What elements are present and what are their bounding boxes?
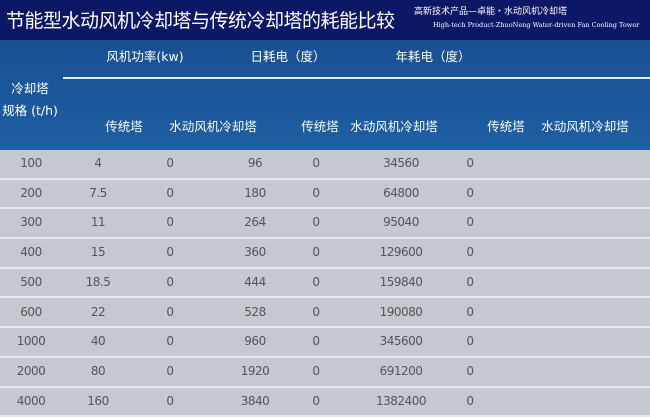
table-cell: 0 [466,304,474,319]
table-cell: 4 [94,156,102,170]
subheader: 水动风机冷却塔 [541,119,629,134]
table-cell: 600 [20,304,42,319]
table-cell: 0 [312,215,320,230]
table-cell: 500 [20,274,42,289]
table-cell: 0 [166,245,174,260]
table-cell: 0 [166,393,174,408]
table-cell: 95040 [383,215,419,230]
group-header-annual-power: 年耗电（度） [395,49,471,64]
table-cell: 129600 [379,245,423,260]
title-bar: 节能型水动风机冷却塔与传统冷却塔的耗能比较 高新技术产品—卓能・水动风机冷却塔 … [0,0,650,40]
table-cell: 345600 [379,334,423,349]
table-cell: 1382400 [376,393,426,408]
table-cell: 96 [247,156,263,170]
table-cell: 528 [244,304,266,319]
group-header-daily-power: 日耗电（度） [250,49,326,64]
table-cell: 190080 [379,304,423,319]
table-cell: 0 [466,363,474,378]
table-cell: 3840 [240,393,270,408]
table-cell: 64800 [383,185,419,200]
table-cell: 0 [466,334,474,349]
table-cell: 159840 [379,274,423,289]
table-row: 1000 40 0 960 0 345600 0 [0,328,650,358]
table-cell: 0 [166,363,174,378]
table-cell: 0 [312,393,320,408]
table-cell: 0 [312,363,320,378]
table-header: 冷却塔 规格 (t/h) 风机功率(kw) 日耗电（度） 年耗电（度） 传统塔 … [0,40,650,150]
table-cell: 0 [166,156,174,170]
table-row: 300 11 0 264 0 95040 0 [0,209,650,240]
table-cell: 11 [90,215,106,230]
table-cell: 0 [312,156,320,170]
table-cell: 300 [20,215,42,230]
table-cell: 0 [466,156,474,170]
table-cell: 100 [20,156,42,170]
table-cell: 200 [20,185,42,200]
table-cell: 960 [244,334,266,349]
table-cell: 1000 [16,334,46,349]
table-cell: 0 [466,185,474,200]
table-cell: 0 [312,274,320,289]
table-cell: 0 [166,274,174,289]
subheader: 传统塔 [105,119,143,134]
table-row: 600 22 0 528 0 190080 0 [0,299,650,329]
table-cell: 18.5 [85,274,111,289]
table-row: 100 4 0 96 0 34560 0 [0,150,650,180]
table-cell: 4000 [16,393,46,408]
table-cell: 0 [166,215,174,230]
table-cell: 264 [244,215,266,230]
table-row: 500 18.5 0 444 0 159840 0 [0,269,650,299]
table-row: 2000 80 0 1920 0 691200 0 [0,358,650,388]
subtitle-en: High-tech Product-ZhuoNeng Water-driven … [433,21,640,29]
table-cell: 691200 [379,363,423,378]
table-cell: 160 [87,393,109,408]
subtitle-cn: 高新技术产品—卓能・水动风机冷却塔 [414,7,568,17]
spec-label: 冷却塔 [11,81,49,96]
header-divider [63,77,650,79]
group-header-fan-power: 风机功率(kw) [106,49,184,64]
table-cell: 0 [466,393,474,408]
spec-label-unit: 规格 (t/h) [2,103,58,118]
table-cell: 0 [166,304,174,319]
table-cell: 0 [312,304,320,319]
table-cell: 40 [90,334,106,349]
page-title: 节能型水动风机冷却塔与传统冷却塔的耗能比较 [6,10,395,32]
table-cell: 444 [244,274,266,289]
table-cell: 0 [466,245,474,260]
table-cell: 34560 [383,156,419,170]
table-row: 400 15 0 360 0 129600 0 [0,239,650,269]
table-cell: 0 [466,274,474,289]
table-cell: 80 [90,363,106,378]
subheader: 传统塔 [487,119,525,134]
table-row: 4000 160 0 3840 0 1382400 0 [0,388,650,417]
table-cell: 0 [166,185,174,200]
table-cell: 0 [312,185,320,200]
subheader: 水动风机冷却塔 [350,119,438,134]
table-cell: 0 [466,215,474,230]
table-cell: 7.5 [89,185,107,200]
table-cell: 1920 [240,363,270,378]
table-cell: 22 [90,304,106,319]
table-cell: 15 [90,245,106,260]
subheader: 传统塔 [301,119,339,134]
subheader: 水动风机冷却塔 [169,119,257,134]
table-cell: 0 [166,334,174,349]
table-cell: 0 [312,245,320,260]
table-cell: 0 [312,334,320,349]
table-cell: 360 [244,245,266,260]
table-cell: 2000 [16,363,46,378]
table-cell: 180 [244,185,266,200]
table-row: 200 7.5 0 180 0 64800 0 [0,180,650,210]
table-cell: 400 [20,245,42,260]
